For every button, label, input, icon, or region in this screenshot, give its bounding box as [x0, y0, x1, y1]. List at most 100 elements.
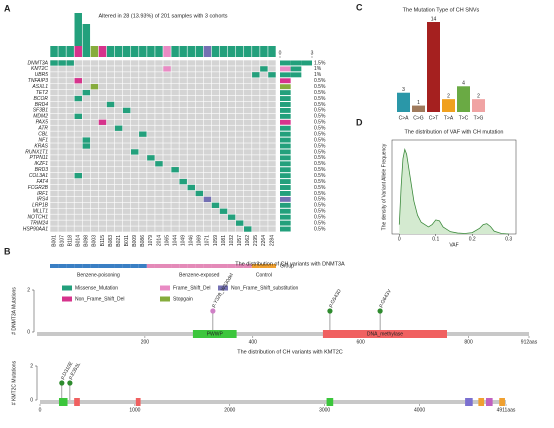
cell-bg	[66, 113, 74, 120]
cell-bg	[106, 220, 115, 226]
cell-bg	[203, 172, 212, 179]
cell-bg	[155, 119, 163, 125]
sample-label: B001	[51, 235, 57, 247]
cell-bg	[219, 84, 228, 90]
cell-bg	[139, 149, 147, 155]
cell-bg	[260, 125, 268, 131]
x-tick-label: C>G	[413, 115, 424, 121]
cell-bg	[155, 226, 163, 232]
cell-bg	[98, 220, 107, 226]
cell-bg	[155, 202, 163, 208]
cell-bg	[195, 131, 204, 137]
cell-bg	[195, 113, 204, 120]
cell-bg	[58, 137, 66, 143]
gene-label: TET2	[36, 90, 48, 96]
cell-bg	[203, 119, 212, 125]
cell-bg	[171, 101, 179, 108]
frequency-label: 0.5%	[314, 203, 326, 209]
cell-bg	[122, 60, 131, 66]
gene-label: DNMT3A	[27, 60, 48, 66]
cell-bg	[90, 125, 99, 131]
right-bar	[280, 143, 291, 149]
cell-bg	[219, 184, 228, 191]
cell-bg	[98, 202, 107, 208]
group-cell	[203, 264, 212, 268]
cell-bg	[195, 161, 204, 167]
cell-bg	[211, 208, 220, 214]
cell-bg	[219, 107, 228, 114]
cell-bg	[82, 125, 91, 131]
cell-bg	[82, 149, 91, 155]
cell-bg	[82, 155, 91, 161]
cell-bg	[131, 167, 139, 173]
cell-bg	[252, 149, 260, 155]
cell-bg	[187, 131, 195, 137]
cell-bg	[244, 167, 252, 173]
cell-bg	[98, 125, 107, 131]
cell-bg	[114, 101, 123, 108]
cell-bg	[147, 89, 155, 96]
bar	[442, 99, 455, 112]
group-cell	[66, 264, 75, 268]
alteration	[82, 89, 91, 96]
cell-bg	[268, 184, 276, 191]
group-cell	[98, 264, 107, 268]
group-cell	[251, 264, 260, 268]
cell-bg	[122, 101, 131, 108]
cell-bg	[252, 119, 260, 125]
cell-bg	[260, 107, 268, 114]
cell-bg	[252, 196, 260, 203]
cell-bg	[58, 220, 66, 226]
cell-bg	[171, 184, 179, 191]
frequency-label: 0.5%	[314, 215, 326, 221]
group-cell	[90, 264, 99, 268]
cell-bg	[74, 149, 82, 155]
right-bar	[280, 149, 291, 155]
cell-bg	[244, 137, 252, 143]
cell-bg	[203, 220, 212, 226]
cell-bg	[58, 190, 66, 197]
cell-bg	[252, 78, 260, 84]
cell-bg	[50, 84, 58, 90]
gene-label: NF1	[39, 137, 49, 143]
cell-bg	[252, 113, 260, 120]
cell-bg	[203, 143, 212, 149]
cell-bg	[244, 172, 252, 179]
cell-bg	[195, 143, 204, 149]
cell-bg	[195, 95, 204, 102]
domain	[58, 398, 68, 406]
cell-bg	[82, 101, 91, 108]
gene-label: MLLT1	[33, 209, 48, 215]
group-cell	[82, 264, 91, 268]
cell-bg	[90, 107, 99, 114]
cell-bg	[203, 214, 212, 220]
cell-bg	[122, 167, 131, 173]
cell-bg	[187, 101, 195, 108]
cell-bg	[155, 60, 163, 66]
density-line	[398, 147, 509, 235]
cell-bg	[106, 161, 115, 167]
cell-bg	[163, 202, 171, 208]
cell-bg	[114, 143, 123, 149]
top-bar	[106, 46, 115, 57]
cell-bg	[252, 220, 260, 226]
cell-bg	[171, 190, 179, 197]
cell-bg	[106, 84, 115, 90]
cell-bg	[179, 107, 187, 114]
cell-bg	[114, 66, 123, 72]
cell-bg	[179, 78, 187, 84]
cell-bg	[114, 167, 123, 173]
cell-bg	[74, 196, 82, 203]
x-tick-label: C>T	[429, 115, 439, 121]
cell-bg	[187, 208, 195, 214]
cell-bg	[268, 196, 276, 203]
cell-bg	[139, 202, 147, 208]
cell-bg	[114, 161, 123, 167]
cell-bg	[187, 143, 195, 149]
cell-bg	[163, 167, 171, 173]
cell-bg	[147, 131, 155, 137]
cell-bg	[90, 178, 99, 185]
cell-bg	[58, 226, 66, 232]
cell-bg	[90, 208, 99, 214]
cell-bg	[122, 113, 131, 120]
